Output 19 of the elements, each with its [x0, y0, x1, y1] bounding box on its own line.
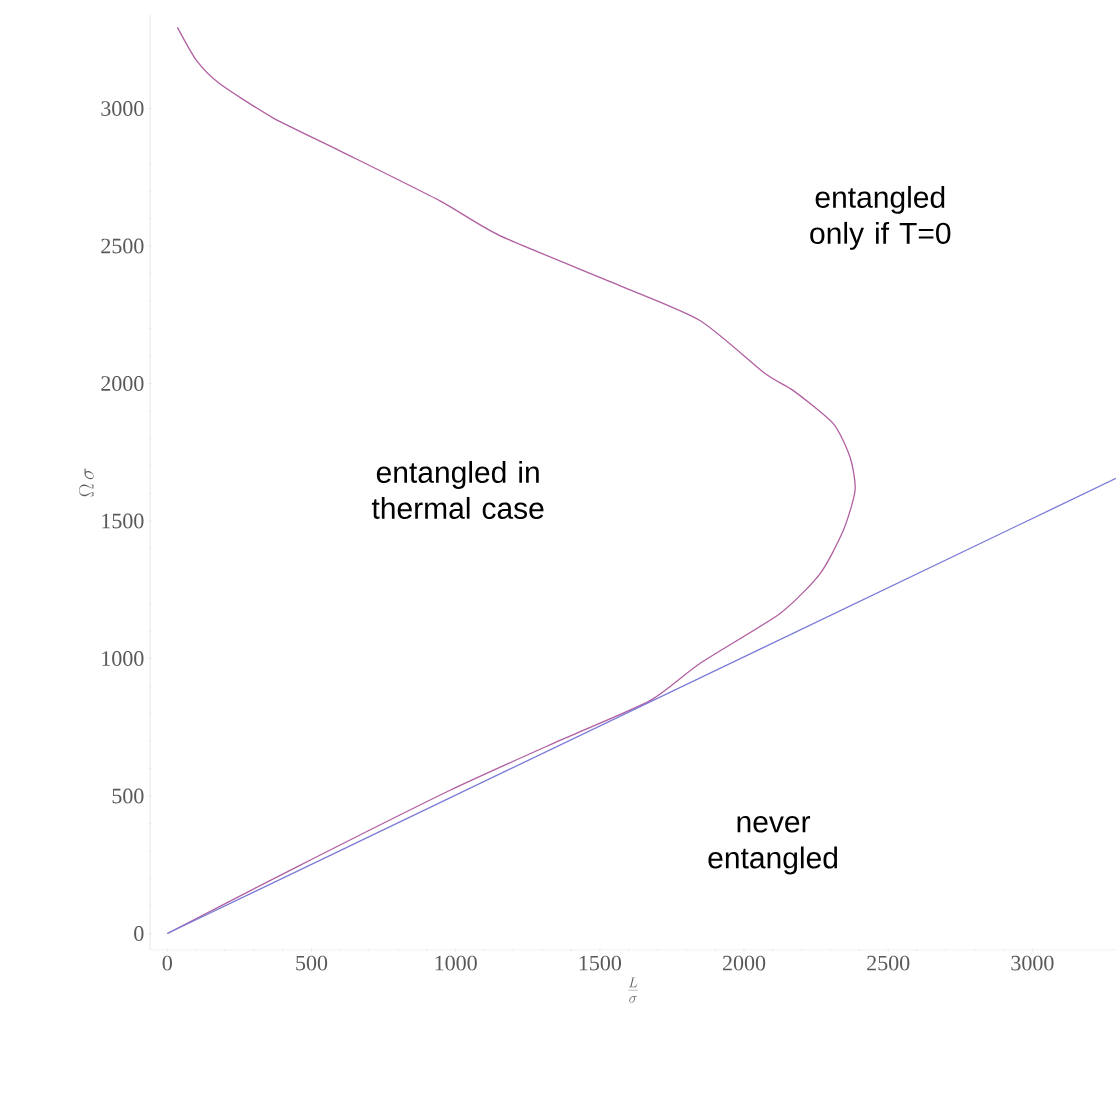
annotation: never entangled — [708, 816, 838, 875]
x-tick-label: 2000 — [723, 955, 766, 971]
y-axis-title: $\Omega\,\sigma$ — [78, 468, 94, 497]
x-tick-label: 1000 — [435, 955, 477, 971]
y-tick-label: 1000 — [102, 651, 144, 666]
x-axis-title: $\frac{L}{\sigma}$ — [628, 977, 638, 1003]
x-tick-label: 2500 — [867, 955, 910, 971]
annotation: entangled in thermal case — [371, 460, 544, 519]
x-tick-label: 500 — [296, 955, 328, 971]
y-tick-label: 2000 — [101, 376, 144, 391]
annotation: entangled only if T=0 — [810, 185, 951, 250]
y-tick-label: 2500 — [101, 238, 144, 254]
y-tick-label: 0 — [134, 926, 144, 941]
y-tick-label: 3000 — [101, 101, 144, 116]
x-tick-label: 1500 — [579, 955, 622, 971]
x-tick-label: 0 — [162, 955, 172, 971]
y-tick-label: 500 — [112, 788, 144, 804]
x-tick-label: 3000 — [1011, 955, 1054, 971]
y-tick-label: 1500 — [102, 513, 144, 529]
